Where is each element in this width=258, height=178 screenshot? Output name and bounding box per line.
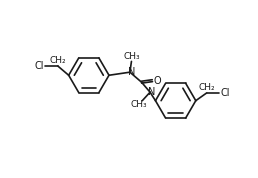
Text: CH₂: CH₂	[198, 83, 215, 92]
Text: N: N	[148, 87, 155, 97]
Text: CH₂: CH₂	[50, 56, 66, 65]
Text: O: O	[153, 76, 161, 86]
Text: Cl: Cl	[35, 61, 44, 71]
Text: N: N	[128, 67, 135, 77]
Text: Cl: Cl	[221, 88, 230, 98]
Text: CH₃: CH₃	[123, 51, 140, 61]
Text: CH₃: CH₃	[131, 100, 148, 109]
